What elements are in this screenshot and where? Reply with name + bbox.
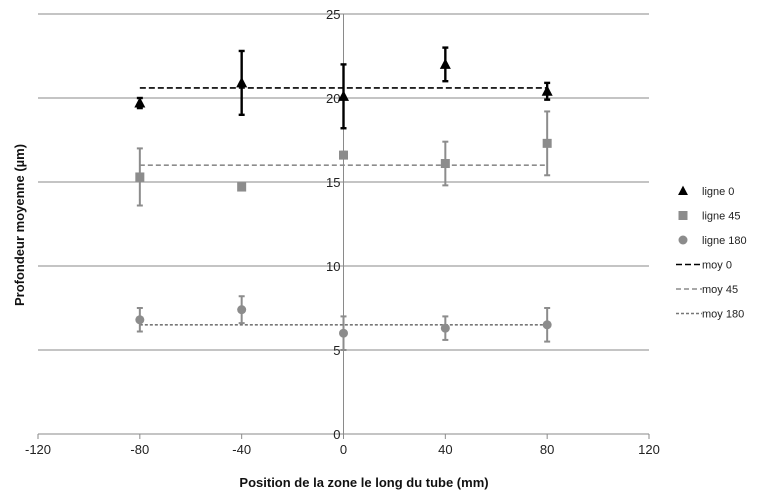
x-tick-label: -80	[130, 442, 149, 457]
legend-label: ligne 0	[702, 186, 734, 198]
data-point	[542, 320, 552, 330]
legend-marker	[678, 235, 688, 245]
x-tick-label: 40	[438, 442, 452, 457]
legend-marker	[678, 185, 688, 196]
x-tick-labels: -120 -80 -40 0 40 80 120	[25, 442, 660, 457]
legend-label: moy 45	[702, 284, 738, 296]
data-point	[338, 90, 349, 101]
x-tick-label: 120	[638, 442, 660, 457]
data-point	[440, 159, 450, 169]
data-point	[439, 58, 451, 69]
data-point	[541, 85, 553, 96]
data-point	[339, 150, 348, 160]
legend-label: ligne 180	[702, 235, 747, 247]
data-point	[134, 97, 146, 108]
legend-marker	[678, 211, 688, 220]
y-tick-label: 15	[326, 175, 340, 190]
x-tick-label: 80	[540, 442, 554, 457]
data-point	[339, 328, 348, 338]
legend-label: moy 0	[702, 260, 732, 272]
y-tick-label: 20	[326, 91, 340, 106]
y-tick-labels: 0 5 10 15 20 25	[326, 7, 340, 442]
data-point	[135, 315, 145, 325]
data-point	[542, 138, 552, 148]
data-point	[237, 305, 247, 315]
data-point	[236, 76, 248, 88]
data-point	[440, 323, 450, 333]
data-points	[134, 58, 553, 338]
x-tick-label: 0	[340, 442, 347, 457]
legend-label: moy 180	[702, 309, 744, 321]
legend-label: ligne 45	[702, 211, 741, 223]
x-tick-label: -120	[25, 442, 51, 457]
y-tick-label: 0	[333, 427, 340, 442]
x-tick-label: -40	[232, 442, 251, 457]
y-tick-label: 10	[326, 259, 340, 274]
data-point	[237, 182, 247, 192]
legend: ligne 0 ligne 45 ligne 180 moy 0 moy 45 moy 1…	[676, 185, 747, 321]
y-tick-label: 5	[333, 343, 340, 358]
x-axis-title: Position de la zone le long du tube (mm)	[239, 475, 488, 490]
data-point	[135, 172, 145, 182]
y-tick-label: 25	[326, 7, 340, 22]
y-axis-title: Profondeur moyenne (µm)	[12, 144, 27, 306]
